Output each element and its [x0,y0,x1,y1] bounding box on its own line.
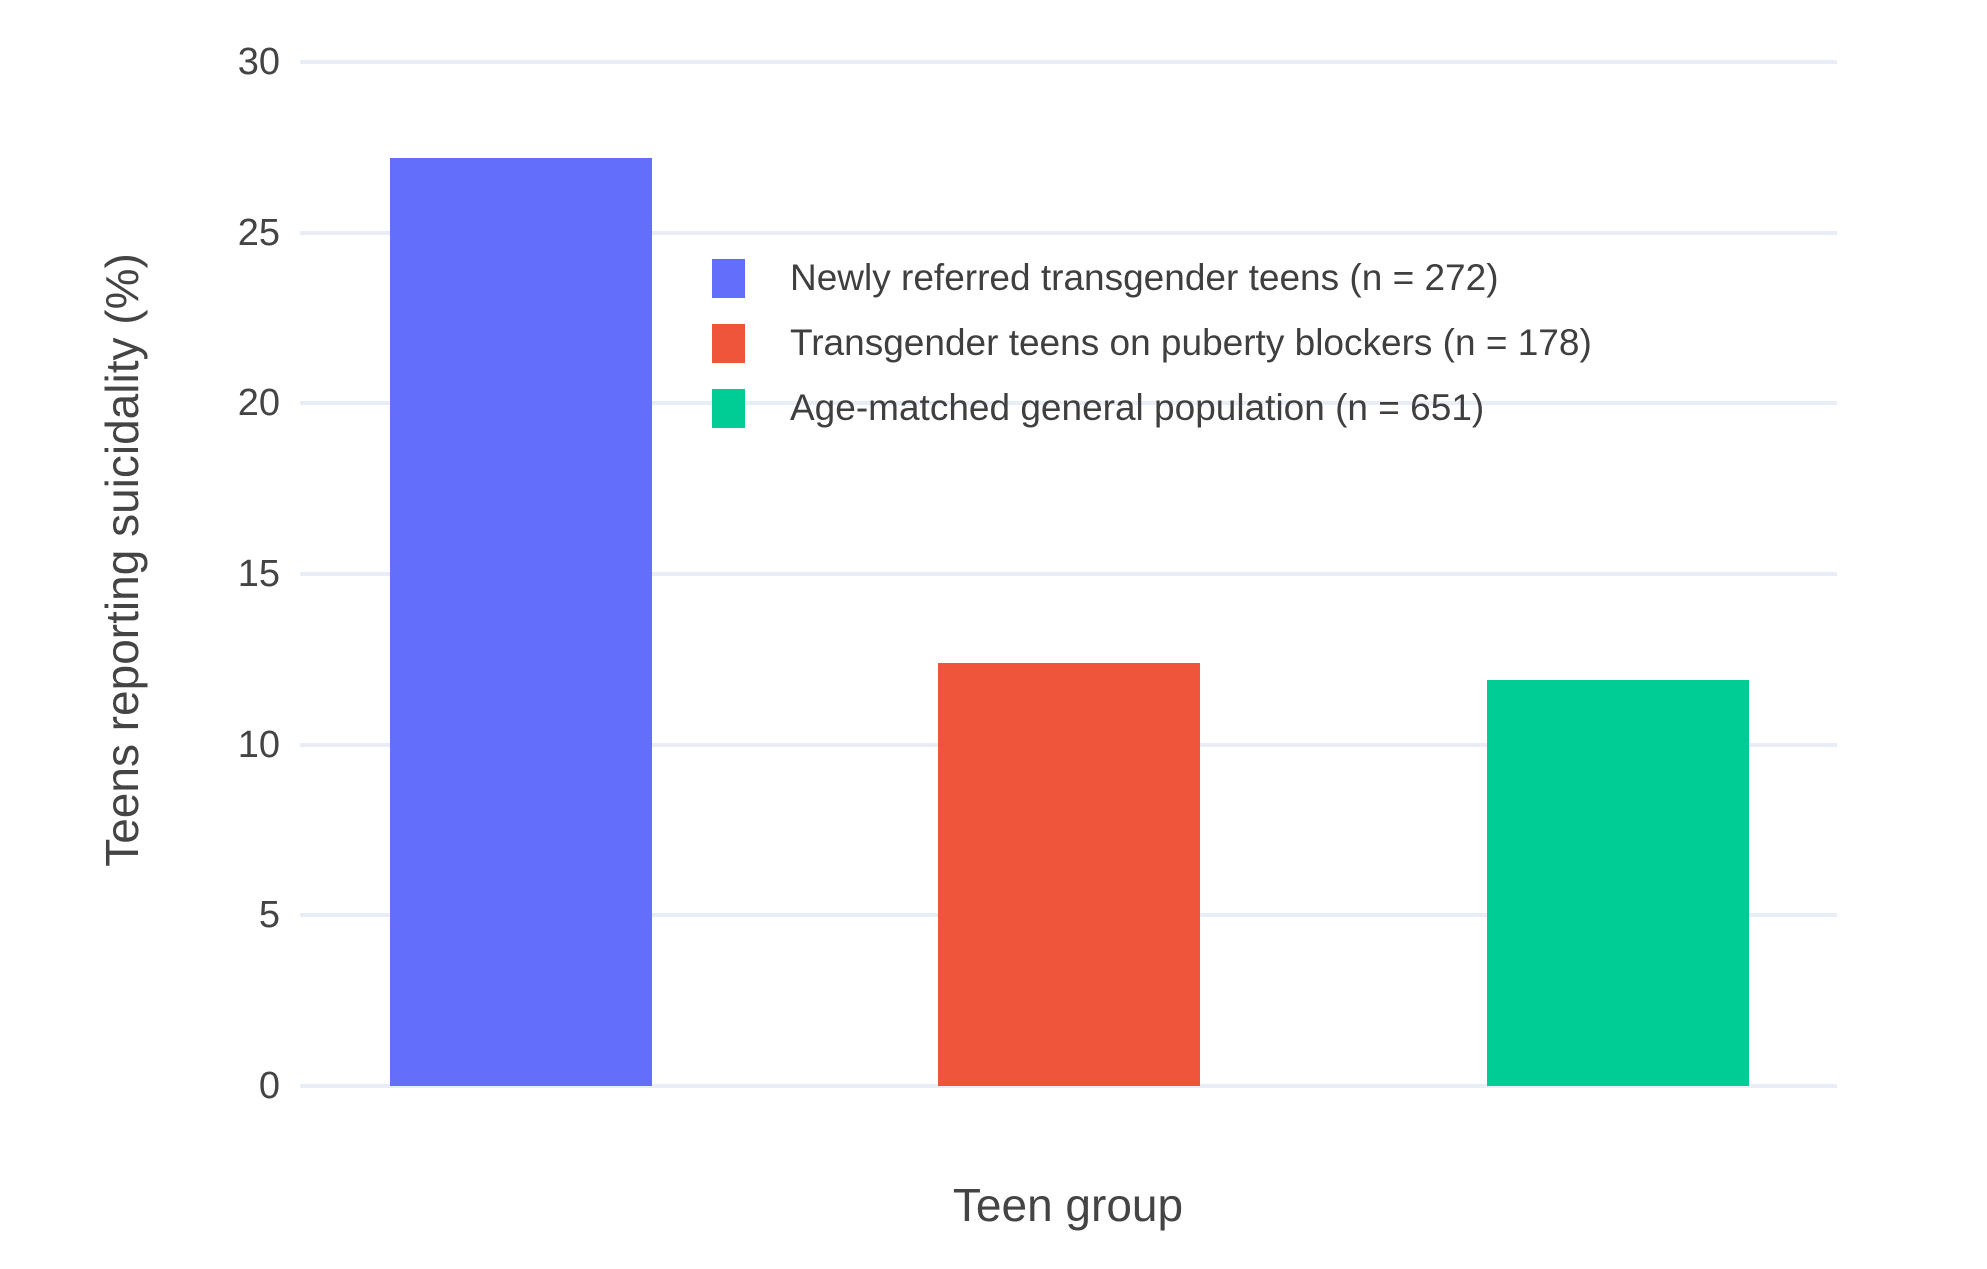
legend-label: Age-matched general population (n = 651) [790,387,1485,429]
y-tick-label: 5 [258,894,280,937]
legend-item-puberty-blockers[interactable]: Transgender teens on puberty blockers (n… [712,319,1592,368]
y-tick-label: 30 [237,41,280,83]
y-tick-label: 20 [237,382,280,425]
y-tick-label: 25 [237,211,280,254]
legend: Newly referred transgender teens (n = 27… [712,254,1592,433]
bar-transgender-teens-on-puberty-blockers[interactable] [938,662,1200,1086]
gridline [300,1084,1837,1088]
legend-item-general-population[interactable]: Age-matched general population (n = 651) [712,384,1592,433]
legend-swatch-green-icon [712,389,745,428]
y-axis-title: Teens reporting suicidality (%) [96,253,148,867]
y-tick-label: 0 [258,1065,280,1107]
gridline [300,230,1837,235]
x-axis-title: Teen group [952,1179,1184,1231]
bar-age-matched-general-population[interactable] [1487,679,1749,1086]
gridline [300,572,1837,576]
y-tick-label: 10 [237,723,280,766]
legend-swatch-blue-icon [712,259,745,298]
gridline [300,60,1837,64]
legend-swatch-red-icon [712,324,745,363]
legend-item-newly-referred[interactable]: Newly referred transgender teens (n = 27… [712,254,1592,303]
plot-area [300,60,1837,1088]
gridline [300,401,1837,406]
y-tick-label: 15 [237,553,280,595]
bar-newly-referred-transgender-teens[interactable] [390,157,652,1086]
legend-label: Transgender teens on puberty blockers (n… [790,322,1592,364]
y-axis-ticks: 0 5 10 15 20 25 30 [0,43,288,1105]
legend-label: Newly referred transgender teens (n = 27… [790,257,1499,299]
